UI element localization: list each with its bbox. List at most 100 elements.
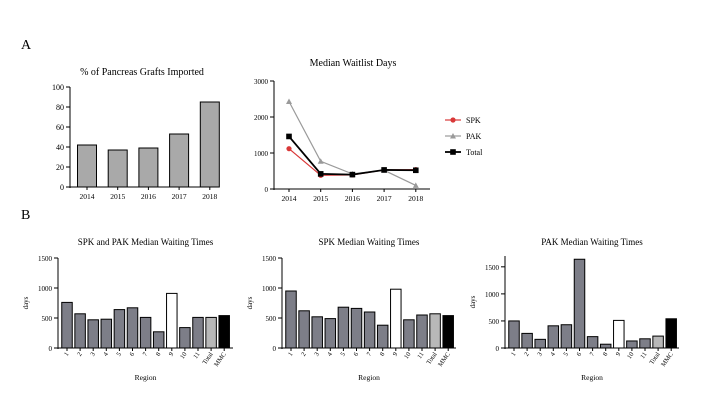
x-axis-label: Region bbox=[358, 373, 380, 382]
x-tick-label: 9 bbox=[168, 351, 176, 358]
x-axis-label: Region bbox=[135, 373, 157, 382]
x-tick-label: 1 bbox=[510, 351, 518, 358]
y-tick-label: 1500 bbox=[262, 255, 277, 263]
x-tick-label: 7 bbox=[366, 351, 374, 358]
chart-title: SPK and PAK Median Waiting Times bbox=[78, 237, 214, 247]
x-tick-label: 6 bbox=[129, 351, 137, 358]
x-tick-label: 8 bbox=[602, 351, 610, 358]
y-tick-label: 1000 bbox=[38, 285, 53, 293]
x-tick-label: 2 bbox=[76, 351, 84, 358]
y-tick-label: 0 bbox=[49, 345, 53, 353]
bar bbox=[652, 335, 664, 349]
x-tick-label: 11 bbox=[416, 351, 425, 360]
bar bbox=[613, 319, 625, 349]
y-tick-label: 0 bbox=[273, 345, 277, 353]
y-tick-label: 3000 bbox=[254, 78, 269, 86]
legend-label-pak: PAK bbox=[466, 132, 481, 141]
bar bbox=[547, 325, 560, 349]
y-tick-label: 2000 bbox=[254, 114, 269, 122]
y-tick-label: 0 bbox=[60, 183, 64, 192]
x-tick-label: 4 bbox=[102, 351, 110, 358]
x-tick-label: 1 bbox=[287, 351, 295, 358]
bar bbox=[521, 332, 533, 349]
y-tick-label: 1000 bbox=[485, 291, 500, 299]
legend-marker-pak bbox=[450, 133, 456, 139]
x-tick-label: 2017 bbox=[172, 192, 187, 201]
y-tick-label: 100 bbox=[52, 83, 64, 92]
x-tick-label: 5 bbox=[339, 351, 347, 358]
x-tick-label: 11 bbox=[639, 351, 648, 360]
x-tick-label: 9 bbox=[615, 351, 623, 358]
x-tick-label: 11 bbox=[192, 351, 201, 360]
y-tick-label: 1500 bbox=[485, 264, 500, 272]
panel-label-b: B bbox=[21, 208, 31, 223]
point-pak bbox=[286, 98, 292, 105]
y-tick-label: 500 bbox=[42, 315, 53, 323]
x-tick-label: 10 bbox=[403, 351, 412, 360]
x-tick-label: 8 bbox=[155, 351, 163, 358]
legend-label-total: Total bbox=[466, 148, 483, 157]
x-tick-label: 1 bbox=[63, 351, 71, 358]
chart-title: % of Pancreas Grafts Imported bbox=[80, 67, 204, 78]
y-tick-label: 20 bbox=[56, 163, 64, 172]
legend-label-spk: SPK bbox=[466, 116, 481, 125]
y-tick-label: 1000 bbox=[254, 150, 269, 158]
point-spk bbox=[286, 146, 292, 152]
bar bbox=[599, 343, 612, 349]
point-total bbox=[286, 133, 292, 140]
x-tick-label: 7 bbox=[142, 351, 150, 358]
legend-marker-spk bbox=[450, 117, 456, 123]
y-tick-label: 80 bbox=[56, 103, 64, 112]
y-tick-label: 0 bbox=[265, 186, 269, 194]
x-tick-label: 2015 bbox=[313, 194, 328, 203]
y-tick-label: 500 bbox=[266, 315, 277, 323]
point-total bbox=[349, 171, 356, 178]
y-axis-label: days bbox=[246, 296, 254, 309]
y-tick-label: 40 bbox=[56, 143, 64, 152]
x-tick-label: 2014 bbox=[80, 192, 95, 201]
legend-marker-total bbox=[450, 149, 456, 155]
chart-title: PAK Median Waiting Times bbox=[541, 237, 643, 247]
y-tick-label: 60 bbox=[56, 123, 64, 132]
x-tick-label: 8 bbox=[379, 351, 387, 358]
bar bbox=[573, 258, 586, 349]
y-tick-label: 1500 bbox=[38, 255, 53, 263]
x-tick-label: 2015 bbox=[110, 192, 125, 201]
x-tick-label: 2018 bbox=[202, 192, 217, 201]
x-tick-label: 2017 bbox=[377, 194, 392, 203]
x-tick-label: 3 bbox=[313, 351, 321, 358]
point-total bbox=[413, 167, 419, 174]
x-tick-label: 2016 bbox=[345, 194, 360, 203]
bar bbox=[626, 340, 638, 349]
x-tick-label: 2016 bbox=[141, 192, 156, 201]
x-tick-label: 3 bbox=[89, 351, 97, 358]
point-pak bbox=[412, 182, 419, 188]
x-tick-label: 4 bbox=[549, 351, 557, 358]
bar bbox=[508, 320, 520, 349]
point-pak bbox=[317, 158, 324, 164]
bar bbox=[534, 338, 546, 349]
bar bbox=[586, 336, 599, 349]
x-tick-label: 2018 bbox=[408, 194, 423, 203]
x-tick-label: 6 bbox=[353, 351, 361, 358]
x-tick-label: 10 bbox=[626, 351, 635, 360]
chart-title: Median Waitlist Days bbox=[310, 58, 397, 69]
panel-label-a: A bbox=[21, 38, 32, 53]
x-tick-label: 9 bbox=[392, 351, 400, 358]
x-tick-label: 2014 bbox=[282, 194, 297, 203]
x-tick-label: 7 bbox=[589, 351, 597, 358]
x-tick-label: 5 bbox=[115, 351, 123, 358]
bar bbox=[639, 338, 651, 349]
x-axis-label: Region bbox=[581, 373, 603, 382]
y-tick-label: 500 bbox=[489, 318, 500, 326]
bar bbox=[665, 318, 677, 349]
chart-title: SPK Median Waiting Times bbox=[319, 237, 420, 247]
x-tick-label: MMC bbox=[660, 351, 675, 368]
x-tick-label: 2 bbox=[523, 351, 531, 358]
x-tick-label: 6 bbox=[576, 351, 584, 358]
